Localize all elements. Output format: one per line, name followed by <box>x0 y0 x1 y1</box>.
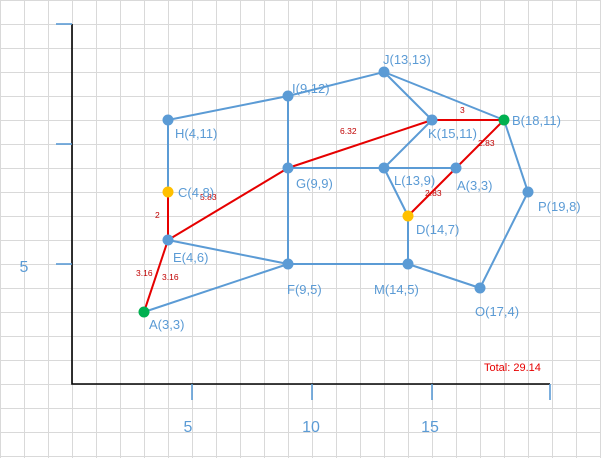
edge-A-F <box>143 263 289 313</box>
node-J <box>378 66 390 78</box>
node-label-A: A(3,3) <box>149 317 184 332</box>
weight-label-K-B: 3 <box>460 105 465 115</box>
node-label-H: H(4,11) <box>175 126 217 141</box>
node-label-E: E(4,6) <box>173 250 208 265</box>
edge-O-P <box>479 191 529 289</box>
graph-nodes <box>138 66 534 318</box>
node-H <box>162 114 174 126</box>
weight-label-E-G: 5.83 <box>200 192 217 202</box>
y-tick-label-5: 5 <box>20 259 29 276</box>
node-labels: A(3,3) B(18,11) C(4,8) D(14,7) E(4,6) F(9,5) G… <box>149 52 581 332</box>
edge-H-I <box>167 95 289 121</box>
node-label-P: P(19,8) <box>538 199 581 214</box>
x-tick-label-15: 15 <box>421 419 439 436</box>
weight-label-E-C: 2 <box>155 210 160 220</box>
shortest-path-edges <box>143 119 505 313</box>
node-D <box>402 210 414 222</box>
node-M <box>402 258 414 270</box>
path-weights: 3.16 2 5.83 6.32 3 2.83 2.83 3.16 <box>136 105 495 282</box>
path-edge-B-A2 <box>455 119 505 169</box>
node-K <box>426 114 438 126</box>
node-label-J: J(13,13) <box>383 52 431 67</box>
weight-label-B-A2: 2.83 <box>478 138 495 148</box>
node-P <box>522 186 534 198</box>
axes: 5 10 15 5 <box>20 23 551 436</box>
weight-label-A-E: 3.16 <box>136 268 153 278</box>
node-label-K: K(15,11) <box>428 126 477 141</box>
edge-P-B <box>503 119 529 193</box>
node-label-A2: A(3,3) <box>457 178 492 193</box>
weight-label-G-K: 6.32 <box>340 126 357 136</box>
node-label-I: I(9,12) <box>292 81 330 96</box>
node-I <box>282 90 294 102</box>
x-tick-label-10: 10 <box>302 419 320 436</box>
node-C <box>162 186 174 198</box>
node-B <box>498 114 510 126</box>
node-label-C: C(4,8) <box>178 185 214 200</box>
path-edge-G-K <box>287 119 433 169</box>
node-A2 <box>450 162 462 174</box>
node-label-M: M(14,5) <box>374 282 419 297</box>
node-E <box>162 234 174 246</box>
node-label-F: F(9,5) <box>287 282 322 297</box>
axis-lines <box>71 24 550 385</box>
edge-E-F <box>167 239 289 265</box>
edge-I-J <box>287 71 385 97</box>
node-O <box>474 282 486 294</box>
path-edge-A2-D <box>407 167 457 217</box>
node-A <box>138 306 150 318</box>
node-label-L: L(13,9) <box>394 173 435 188</box>
edge-M-O <box>407 263 481 289</box>
edge-J-K <box>383 71 433 121</box>
node-G <box>282 162 294 174</box>
node-label-G: G(9,9) <box>296 176 333 191</box>
path-edge-E-G <box>167 167 289 241</box>
node-label-O: O(17,4) <box>475 304 519 319</box>
node-L <box>378 162 390 174</box>
edge-J-B <box>383 71 505 121</box>
x-tick-label-5: 5 <box>184 419 193 436</box>
graph-edges <box>143 71 529 313</box>
weight-label-extra: 3.16 <box>162 272 179 282</box>
node-F <box>282 258 294 270</box>
node-label-D: D(14,7) <box>416 222 459 237</box>
edge-L-D <box>383 167 409 217</box>
weight-label-A2-D: 2.83 <box>425 188 442 198</box>
edge-K-L <box>383 119 433 169</box>
path-edge-A-E <box>143 239 169 313</box>
total-distance: Total: 29.14 <box>484 362 541 374</box>
node-label-B: B(18,11) <box>512 113 561 128</box>
